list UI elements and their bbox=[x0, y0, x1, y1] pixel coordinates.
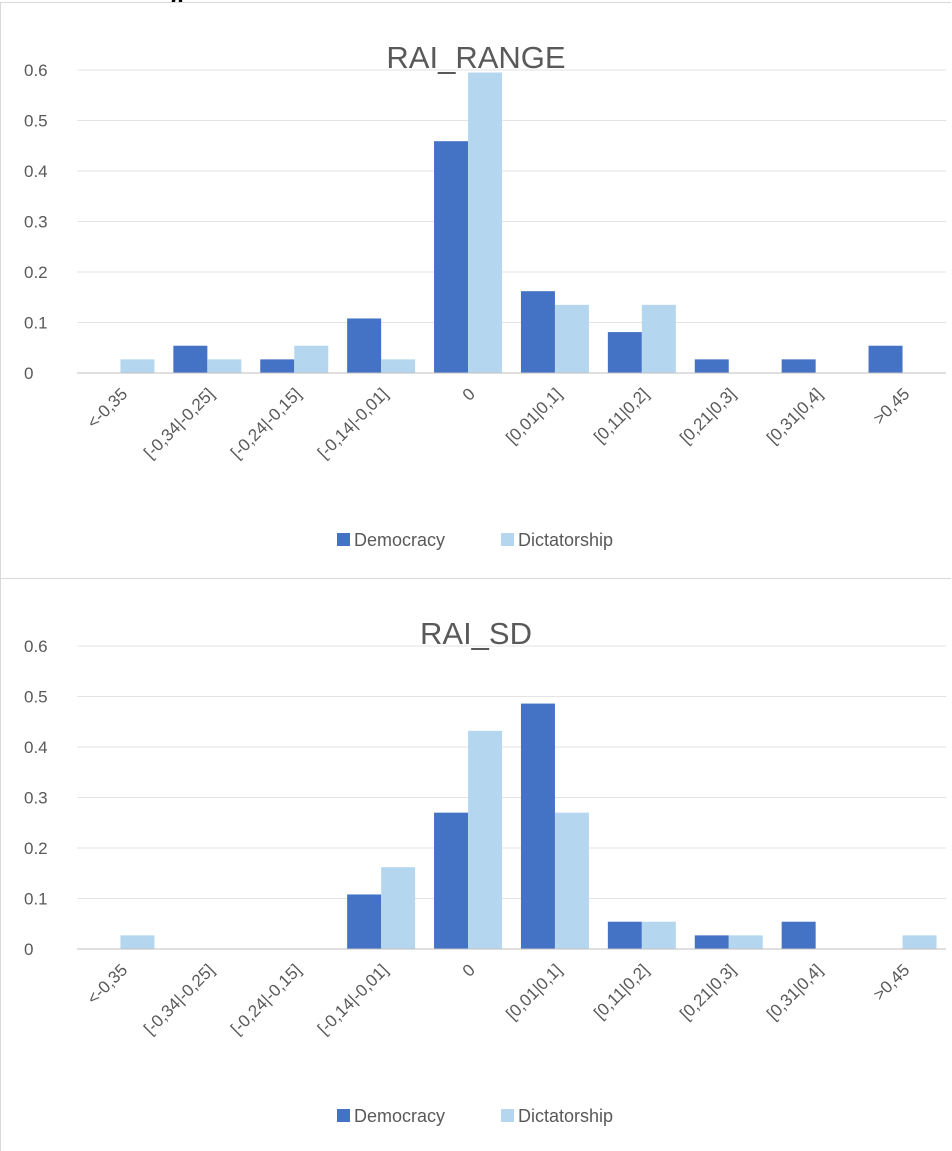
x-category-label: [0,11|0,2] bbox=[590, 384, 652, 446]
bar-dictatorship bbox=[554, 304, 589, 373]
bar-dictatorship bbox=[554, 812, 589, 949]
legend-label-dictatorship: Dictatorship bbox=[518, 530, 613, 550]
chart-title: RAI_RANGE bbox=[386, 40, 565, 75]
bar-democracy bbox=[520, 703, 555, 949]
x-category-label: [-0,14|-0,01] bbox=[314, 960, 392, 1038]
chart-title: RAI_SD bbox=[420, 616, 532, 651]
y-tick-label: 0.3 bbox=[24, 213, 48, 232]
bar-dictatorship bbox=[468, 72, 503, 374]
bar-dictatorship bbox=[207, 359, 242, 373]
bar-dictatorship bbox=[294, 345, 329, 373]
bar-democracy bbox=[434, 141, 469, 373]
y-tick-label: 0.1 bbox=[24, 314, 48, 333]
bar-dictatorship bbox=[381, 867, 416, 949]
y-tick-label: 0.3 bbox=[24, 789, 48, 808]
bar-dictatorship bbox=[728, 935, 763, 949]
y-tick-label: 0.1 bbox=[24, 890, 48, 909]
legend-swatch-democracy bbox=[337, 1109, 350, 1122]
y-tick-label: 0.2 bbox=[24, 263, 48, 282]
x-category-label: [0,21|0,3] bbox=[676, 384, 739, 447]
bar-democracy bbox=[781, 921, 816, 949]
y-tick-label: 0.4 bbox=[24, 162, 48, 181]
x-category-label: [-0,24|-0,15] bbox=[227, 960, 305, 1038]
legend-label-democracy: Democracy bbox=[354, 1106, 445, 1126]
y-tick-label: 0 bbox=[24, 364, 33, 383]
x-category-label: [0,31|0,4] bbox=[763, 384, 826, 447]
x-category-label: <-0,35 bbox=[83, 384, 131, 432]
chart-panel-rai-sd: RAI_SD 0 0.1 0.2 0.3 0.4 0.5 0.6 <-0,35 [-0,34|-0… bbox=[0, 578, 951, 1151]
y-tick-label: 0.2 bbox=[24, 839, 48, 858]
y-tick-label: 0.5 bbox=[24, 688, 48, 707]
bar-democracy bbox=[694, 935, 729, 949]
bar-democracy bbox=[520, 291, 555, 373]
y-tick-label: 0 bbox=[24, 940, 33, 959]
bar-dictatorship bbox=[641, 921, 676, 949]
bar-dictatorship bbox=[120, 935, 155, 949]
bar-dictatorship bbox=[120, 359, 155, 373]
y-tick-label: 0.6 bbox=[24, 637, 48, 656]
x-category-label: [0,11|0,2] bbox=[590, 960, 652, 1022]
x-category-label: [-0,34|-0,25] bbox=[140, 960, 218, 1038]
bar-democracy bbox=[347, 894, 382, 949]
bar-dictatorship bbox=[641, 304, 676, 373]
bar-dictatorship bbox=[902, 935, 937, 949]
legend-label-democracy: Democracy bbox=[354, 530, 445, 550]
bar-democracy bbox=[347, 318, 382, 373]
bar-democracy bbox=[781, 359, 816, 373]
bar-democracy bbox=[434, 812, 469, 949]
x-category-label: [-0,14|-0,01] bbox=[314, 384, 392, 462]
rai-sd-chart: RAI_SD 0 0.1 0.2 0.3 0.4 0.5 0.6 <-0,35 [-0,34|-0… bbox=[24, 616, 946, 1126]
x-category-label: 0 bbox=[459, 960, 479, 980]
y-tick-label: 0.5 bbox=[24, 112, 48, 131]
bar-dictatorship bbox=[468, 730, 503, 949]
rai-range-chart: RAI_RANGE 0 0.1 0.2 0.3 0.4 0.5 0.6 <-0,35 [-0,34… bbox=[24, 40, 946, 550]
x-category-label: [0,01|0,1] bbox=[502, 960, 565, 1023]
x-category-label: [-0,24|-0,15] bbox=[227, 384, 305, 462]
legend-swatch-democracy bbox=[337, 533, 350, 546]
x-category-label: >0,45 bbox=[870, 960, 914, 1004]
legend-swatch-dictatorship bbox=[501, 533, 514, 546]
bar-democracy bbox=[260, 359, 295, 373]
x-category-label: 0 bbox=[459, 384, 479, 404]
x-category-label: [0,31|0,4] bbox=[763, 960, 826, 1023]
bar-democracy bbox=[173, 345, 208, 373]
bar-democracy bbox=[607, 921, 642, 949]
legend-swatch-dictatorship bbox=[501, 1109, 514, 1122]
legend-label-dictatorship: Dictatorship bbox=[518, 1106, 613, 1126]
bar-democracy bbox=[868, 345, 903, 373]
x-category-label: [0,01|0,1] bbox=[502, 384, 565, 447]
y-tick-label: 0.6 bbox=[24, 61, 48, 80]
x-category-label: >0,45 bbox=[870, 384, 914, 428]
bar-democracy bbox=[607, 332, 642, 373]
chart-panel-rai-range: RAI_RANGE 0 0.1 0.2 0.3 0.4 0.5 0.6 <-0,35 [-0,34… bbox=[0, 2, 951, 580]
y-tick-label: 0.4 bbox=[24, 738, 48, 757]
bar-dictatorship bbox=[381, 359, 416, 373]
x-category-label: <-0,35 bbox=[83, 960, 131, 1008]
x-category-label: [0,21|0,3] bbox=[676, 960, 739, 1023]
x-category-label: [-0,34|-0,25] bbox=[140, 384, 218, 462]
bar-democracy bbox=[694, 359, 729, 373]
